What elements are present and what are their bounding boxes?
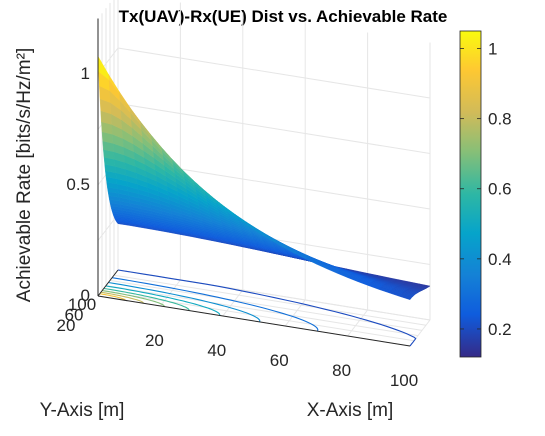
y-tick-label: 20 [57,316,76,335]
colorbar-tick-label: 0.8 [488,110,512,129]
surface [97,56,431,300]
y-axis-label: Y-Axis [m] [40,400,125,421]
x-axis-label: X-Axis [m] [307,400,394,421]
colorbar-tick-label: 1 [488,40,497,59]
x-tick-label: 60 [270,351,289,370]
z-tick-label: 1 [81,64,90,83]
x-tick-label: 80 [332,361,351,380]
chart-title: Tx(UAV)-Rx(UE) Dist vs. Achievable Rate [119,7,448,26]
axis-lines [97,18,411,347]
x-tick-label: 40 [207,341,226,360]
colorbar-tick-label: 0.2 [488,320,512,339]
colorbar-ticks: 0.2 0.4 0.6 0.8 1 [460,40,512,339]
z-tick-label: 0 [81,286,90,305]
x-tick-label: 100 [390,371,418,390]
colorbar-tick-label: 0.6 [488,180,512,199]
colorbar-tick-label: 0.4 [488,250,512,269]
y-tick-label: 100 [68,295,96,314]
colorbar [459,30,482,358]
x-tick-label: 20 [145,331,164,350]
z-tick-label: 0.5 [66,175,90,194]
z-axis-label: Achievable Rate [bits/s/Hz/m²] [14,48,35,302]
y-tick-label: 60 [65,305,84,324]
floor-contours [99,269,417,347]
